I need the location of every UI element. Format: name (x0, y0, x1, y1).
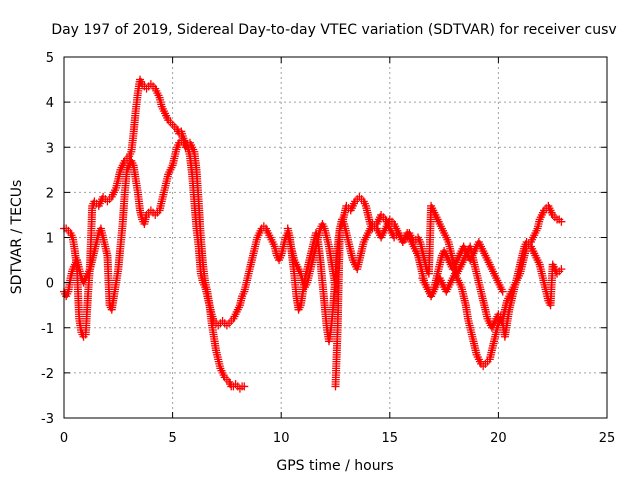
y-tick-label: 1 (46, 232, 54, 247)
x-tick-label: 20 (490, 431, 507, 446)
data-point (498, 287, 507, 296)
y-tick-label: 2 (46, 186, 54, 201)
y-tick-label: 0 (46, 277, 54, 292)
series-track-e (283, 215, 507, 346)
series-track-b (60, 136, 249, 393)
y-tick-label: 4 (46, 96, 54, 111)
data-point (240, 382, 249, 391)
x-tick-label: 25 (599, 431, 616, 446)
y-tick-label: -1 (41, 322, 54, 337)
y-tick-label: 3 (46, 141, 54, 156)
y-tick-label: 5 (46, 51, 54, 66)
y-axis-title: SDTVAR / TECUs (9, 180, 25, 295)
x-tick-label: 10 (273, 431, 290, 446)
x-tick-label: 5 (168, 431, 176, 446)
x-tick-label: 0 (60, 431, 68, 446)
x-tick-label: 15 (382, 431, 399, 446)
x-axis-title: GPS time / hours (276, 458, 393, 474)
data-point (557, 217, 566, 226)
y-tick-label: -2 (41, 367, 54, 382)
data-point (557, 265, 566, 274)
x-axis-ticks: 0 5 10 15 20 25 (60, 57, 615, 446)
chart-title: Day 197 of 2019, Sidereal Day-to-day VTE… (51, 22, 616, 38)
data-points (60, 75, 566, 393)
y-tick-label: -3 (41, 412, 54, 427)
y-axis-ticks: -3 -2 -1 0 1 2 3 4 5 (41, 51, 607, 427)
